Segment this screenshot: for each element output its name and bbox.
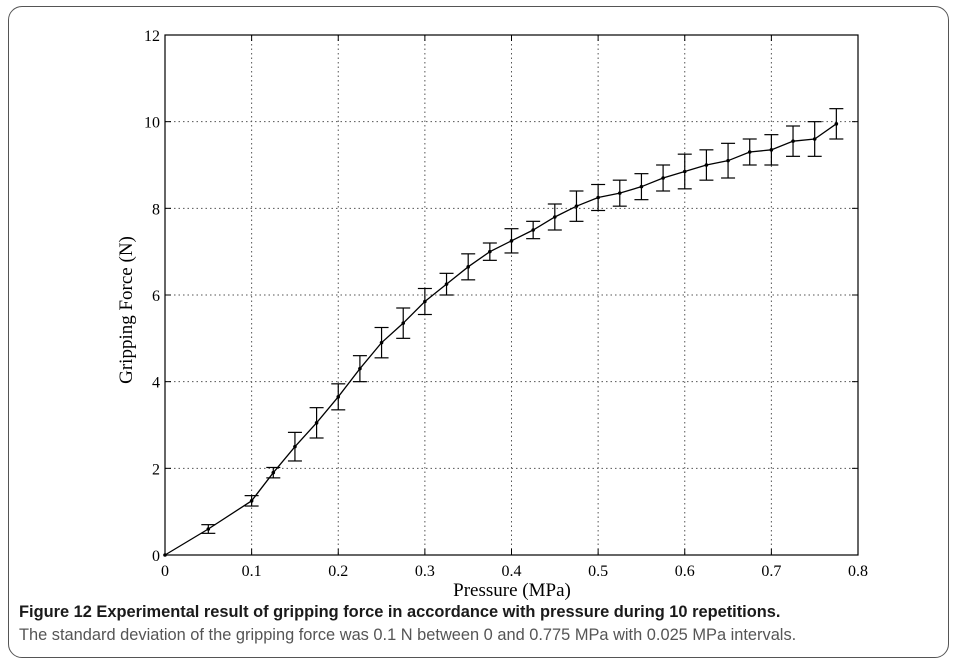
data-point	[639, 184, 644, 189]
data-point	[726, 158, 730, 163]
data-point	[293, 444, 297, 449]
data-point	[249, 499, 254, 503]
x-tick-label: 0.1	[242, 563, 262, 580]
x-axis-label: Pressure (MPa)	[453, 580, 571, 600]
data-point	[444, 282, 449, 286]
x-tick-label: 0.8	[848, 563, 868, 580]
data-point	[358, 366, 362, 371]
data-point	[271, 470, 276, 475]
data-point	[834, 122, 839, 126]
grid-lines	[165, 35, 858, 555]
data-point	[596, 195, 600, 200]
data-point	[704, 163, 709, 167]
data-point	[488, 249, 492, 254]
y-tick-label: 12	[144, 28, 160, 45]
x-tick-label: 0.7	[761, 563, 781, 580]
data-point	[531, 228, 535, 232]
data-point	[553, 215, 557, 219]
error-bars	[163, 108, 844, 557]
data-point	[336, 395, 341, 399]
data-point	[466, 265, 470, 269]
gripping-force-chart: 0 0.1 0.2 0.3 0.4 0.5 0.6 0.7 0.8 0 2 4 6 8 10 12 Press…	[116, 28, 868, 600]
data-point	[769, 148, 774, 152]
data-point	[401, 321, 406, 325]
data-point	[509, 239, 514, 243]
data-point	[314, 421, 319, 425]
x-tick-label: 0.5	[588, 563, 608, 580]
data-point	[791, 139, 795, 143]
x-tick-label: 0.3	[415, 563, 435, 580]
data-point	[574, 204, 579, 208]
data-point	[661, 176, 665, 180]
y-tick-label: 10	[144, 115, 160, 132]
y-tick-label: 4	[152, 375, 160, 392]
plot-area-border	[164, 34, 859, 556]
data-point	[747, 150, 752, 154]
y-tick-label: 0	[152, 548, 160, 565]
figure-caption: Figure 12 Experimental result of grippin…	[19, 601, 944, 647]
data-point	[812, 137, 817, 141]
x-tick-label: 0.4	[502, 563, 522, 580]
data-point	[379, 340, 384, 345]
x-tick-label: 0	[161, 563, 169, 580]
data-line	[164, 123, 837, 556]
data-point	[423, 299, 427, 304]
x-tick-label: 0.2	[328, 563, 348, 580]
data-point	[206, 527, 211, 531]
caption-title: Figure 12 Experimental result of grippin…	[19, 603, 781, 621]
y-tick-label: 6	[152, 288, 160, 305]
x-tick-label: 0.6	[675, 563, 695, 580]
y-axis-label: Gripping Force (N)	[116, 236, 137, 384]
series-line	[164, 123, 837, 556]
data-point	[617, 191, 622, 195]
tick-labels: 0 0.1 0.2 0.3 0.4 0.5 0.6 0.7 0.8 0 2 4 6 8 10 12	[144, 28, 868, 580]
data-point	[682, 169, 687, 174]
data-point	[163, 553, 167, 557]
y-tick-label: 8	[152, 201, 160, 218]
caption-body: The standard deviation of the gripping f…	[19, 626, 797, 644]
y-tick-label: 2	[152, 461, 160, 478]
